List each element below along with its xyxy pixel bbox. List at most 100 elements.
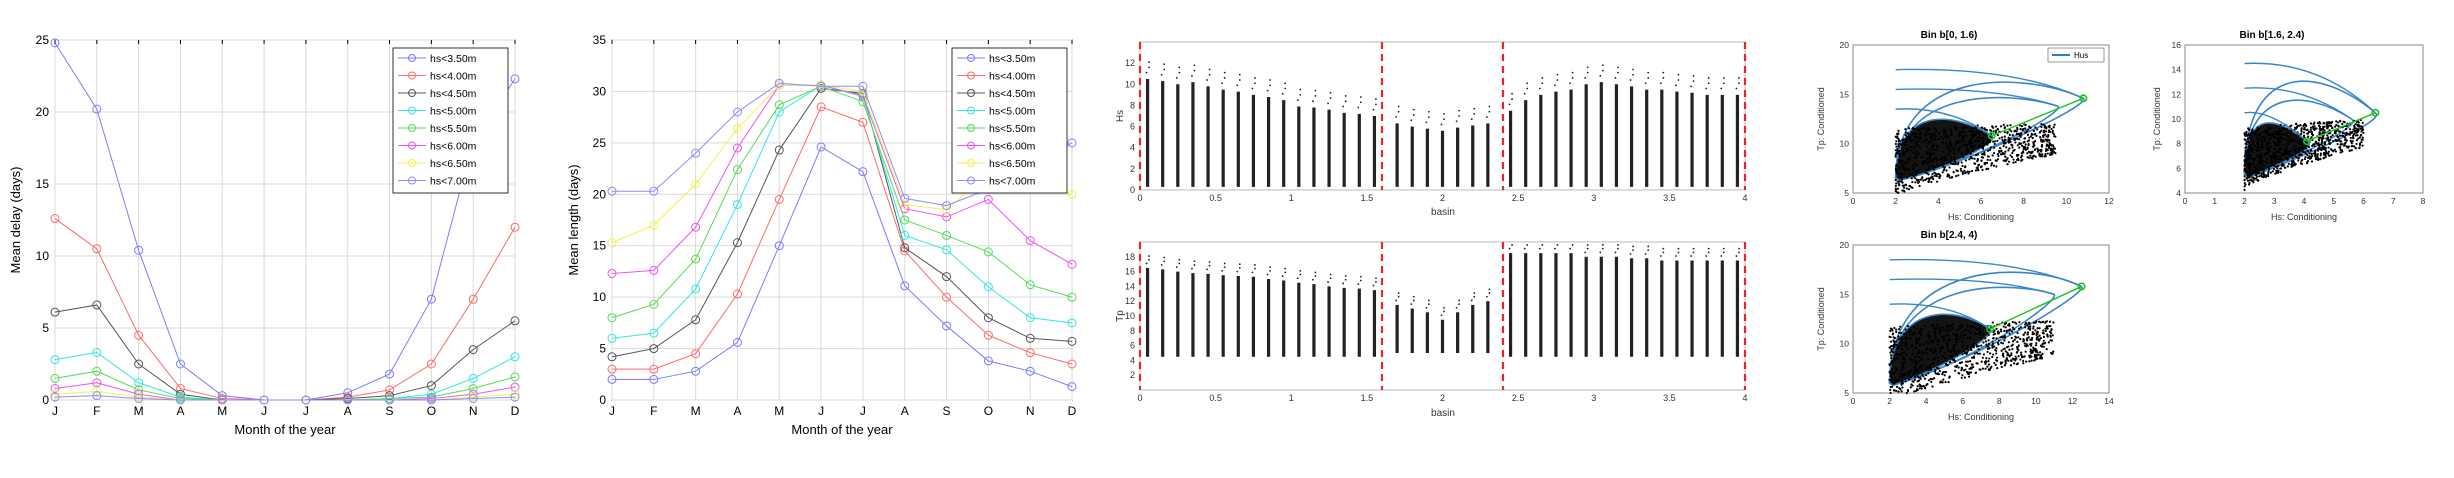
bin-2.4-4-data-point [1975, 343, 1978, 346]
bin-1.6-2.4-data-point [2252, 181, 2255, 184]
bin-0-1.6-data-point [1897, 143, 1900, 146]
bin-0-1.6-data-point [1944, 135, 1947, 139]
bin-1.6-2.4-data-point [2257, 168, 2260, 171]
bin-1.6-2.4-data-point [2317, 138, 2321, 141]
bin-2.4-4-data-point [2016, 345, 2019, 349]
bin-0-1.6-data-point [1903, 186, 1906, 189]
bin-1.6-2.4-data-point [2299, 162, 2302, 165]
bin-0-1.6-data-point [2045, 126, 2048, 129]
bin-0-1.6-data-point [1900, 178, 1903, 181]
basin-tp-outlier-point [1266, 273, 1269, 276]
bin-2.4-4-data-point [2036, 351, 2039, 354]
bin-0-1.6-data-point [1908, 138, 1911, 141]
bin-0-1.6-data-point [1944, 158, 1947, 161]
bin-0-1.6-data-point [2016, 137, 2019, 140]
bin-0-1.6-data-point [2023, 137, 2027, 140]
bin-2.4-4-data-point [1929, 363, 1932, 366]
bin-0-1.6-data-point [2000, 150, 2003, 153]
basin-tp-outlier-point [1329, 273, 1332, 276]
bin-0-1.6-data-point [1960, 130, 1964, 134]
mean-delay-legend-marker [408, 176, 416, 185]
bin-0-1.6-data-point [1979, 166, 1982, 169]
bin-0-1.6-data-point [2032, 154, 2036, 157]
bin-1.6-2.4-data-point [2326, 138, 2330, 141]
bin-2.4-4-data-point [2013, 362, 2016, 365]
bin-2.4-4-data-point [2014, 355, 2017, 358]
mean-delay-point [175, 395, 185, 405]
bin-2.4-4-data-point [1909, 376, 1912, 379]
bin-0-1.6-data-point [1968, 142, 1972, 145]
bin-0-1.6-data-point [1967, 172, 1970, 175]
bin-0-1.6-data-point [1908, 134, 1911, 138]
bin-1.6-2.4-ytick-label: 16 [2172, 40, 2182, 50]
basin-hs-dividers [1138, 42, 1747, 190]
bin-0-1.6-data-point [2028, 151, 2032, 154]
bin-2.4-4-data-point [1907, 373, 1910, 376]
bin-2.4-4-data-point [1960, 323, 1964, 327]
basin-hs-outlier-point [1223, 77, 1226, 79]
bin-2.4-4-data-point [2014, 357, 2017, 361]
bin-1.6-2.4-data-point [2305, 124, 2308, 128]
mean-length-point [1025, 313, 1035, 323]
bin-1.6-2.4-data-point [2343, 144, 2346, 147]
bin-2.4-4-data-point [2016, 362, 2019, 365]
bin-0-1.6-contour-edge [1895, 68, 2084, 99]
bin-0-1.6-data-point [1948, 150, 1951, 153]
bin-2.4-4-data-point [1892, 347, 1895, 350]
basin-tp-outlier-point [1473, 295, 1476, 298]
basin-tp-xtick-label: 1 [1289, 393, 1294, 403]
bin-0-1.6-data-point [1977, 146, 1980, 150]
mean-delay-xtick-label: S [386, 404, 394, 418]
bin-2.4-4-data-point [1923, 324, 1926, 327]
bin-1.6-2.4-data-point [2277, 146, 2280, 150]
bin-2.4-4-data-point [1925, 352, 1928, 355]
bin-2.4-4-data-point [1936, 366, 1939, 369]
bin-2.4-4-data-point [1954, 334, 1958, 337]
bin-2.4-4-data-point [1991, 342, 1995, 346]
bin-0-1.6-data-point [1998, 137, 2001, 140]
bin-1.6-2.4-data-point [2361, 144, 2364, 147]
bin-2.4-4-data-point [1888, 371, 1891, 374]
bin-2.4-4-data-point [2052, 350, 2055, 353]
bin-1.6-2.4-data-point [2288, 140, 2292, 143]
mean-delay-ytick-label: 10 [36, 249, 50, 263]
bin-0-1.6-data-point [1980, 126, 1983, 129]
bin-0-1.6-data-point [2031, 133, 2034, 136]
bin-2.4-4-data-point [1947, 334, 1950, 337]
bin-1.6-2.4-data-point [2256, 126, 2259, 129]
bin-2.4-4-data-point [1914, 337, 1918, 340]
bin-2.4-4-data-point [2017, 348, 2020, 352]
bin-0-1.6-legend-label: Hus [2074, 51, 2088, 60]
bin-2.4-4-data-point [2034, 347, 2037, 351]
bin-2.4-4-data-point [1997, 330, 2000, 333]
mean-length-legend-marker [967, 176, 975, 185]
bin-0-1.6-data-point [1947, 145, 1950, 148]
basin-hs-xtick-label: 3.5 [1663, 193, 1676, 203]
bin-2.4-4-data-point [1912, 332, 1915, 335]
bin-1.6-2.4-data-point [2243, 167, 2246, 170]
bin-2.4-4-data-point [1897, 390, 1900, 393]
bin-2.4-4-data-point [1917, 356, 1921, 359]
bin-1.6-2.4-data-point [2352, 134, 2355, 137]
bin-1.6-2.4-data-point [2253, 133, 2257, 136]
bin-2.4-4-data-point [1899, 325, 1902, 328]
bin-2.4-4-data-point [2004, 360, 2007, 363]
bin-2.4-4-data-point [1955, 340, 1959, 344]
bin-0-1.6-data-point [2020, 144, 2024, 147]
mean-length-point [774, 107, 784, 117]
bin-1.6-2.4-data-point [2256, 145, 2259, 148]
bin-2.4-4-data-point [1997, 339, 2001, 342]
bin-0-1.6-data-point [1897, 140, 1900, 143]
bin-2.4-4-data-point [2024, 350, 2027, 353]
bin-0-1.6-data-point [1914, 141, 1918, 144]
bin-0-1.6-data-point [1908, 173, 1912, 176]
bin-1.6-2.4-contour-edge [2244, 87, 2352, 120]
bin-2.4-4-data-point [1938, 332, 1941, 335]
basin-tp-ytick-label: 6 [1130, 341, 1135, 351]
bin-1.6-2.4-data-point [2272, 167, 2276, 171]
basin-hs-outlier-point [1163, 63, 1166, 66]
bin-0-1.6-data-point [1940, 135, 1943, 138]
bin-0-1.6-data-point [1971, 147, 1975, 150]
bin-1.6-2.4-data-point [2252, 162, 2255, 165]
mean-delay-point [92, 366, 102, 376]
